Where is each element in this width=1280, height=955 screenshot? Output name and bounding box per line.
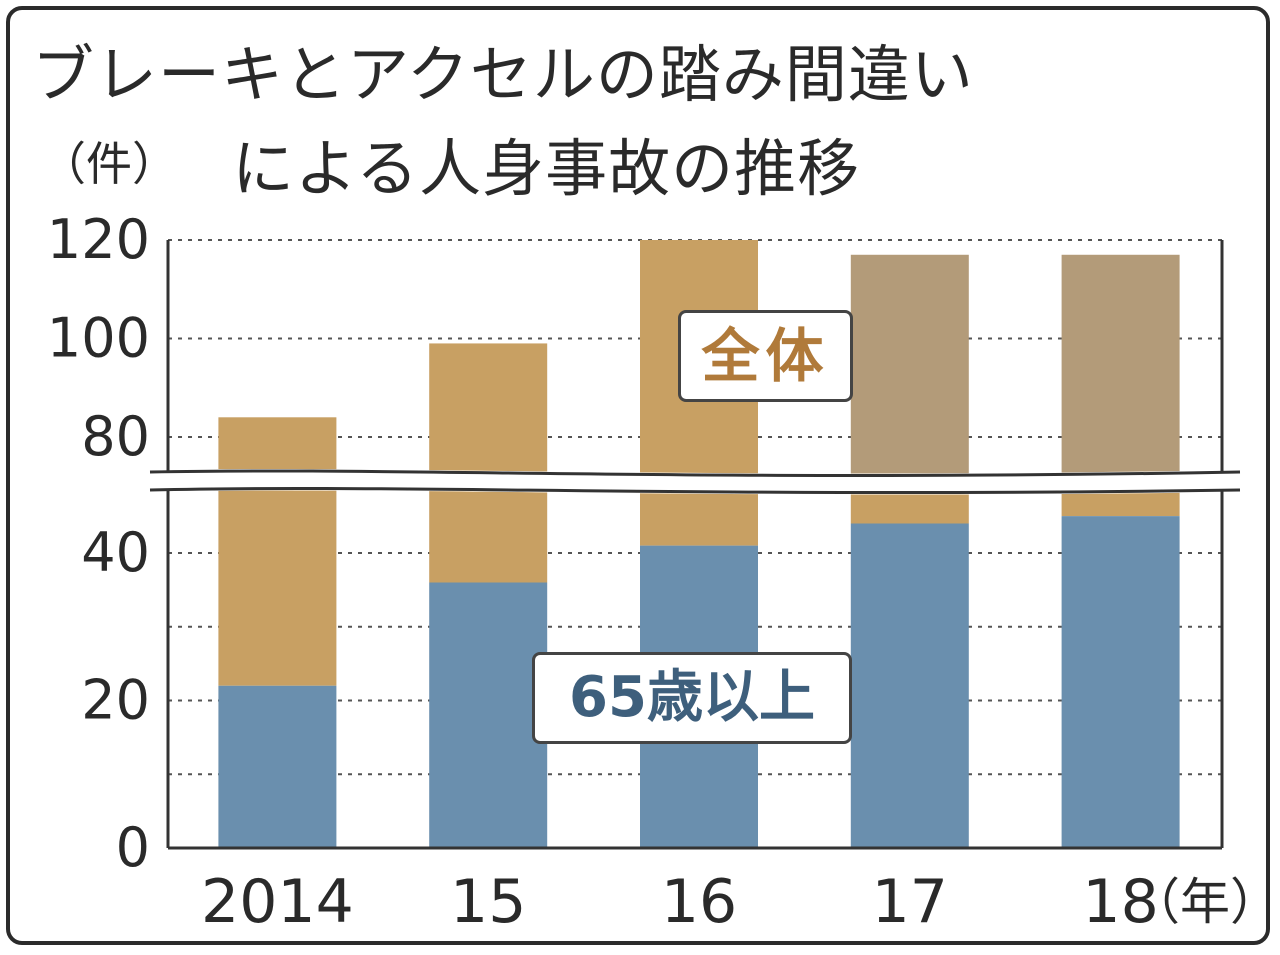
axis-break-line-bottom xyxy=(149,486,1241,495)
x-tick-label-2014: 2014 xyxy=(201,867,354,937)
chart-title-line2: による人身事故の推移 xyxy=(232,132,861,205)
x-tick-label-18: 18 xyxy=(1082,867,1158,937)
y-tick-label-20: 20 xyxy=(81,669,150,732)
x-tick-label-15: 15 xyxy=(450,867,526,937)
y-tick-label-40: 40 xyxy=(81,521,150,584)
bar-total-upper-18 xyxy=(1061,254,1180,476)
bar-total-upper-17 xyxy=(850,254,969,476)
series-label-total: 全体 xyxy=(678,310,853,402)
bar-senior-15 xyxy=(429,582,548,848)
chart-title-line1: ブレーキとアクセルの踏み間違い xyxy=(32,38,974,111)
y-axis-unit: （件） xyxy=(40,137,178,191)
x-axis-unit: （年） xyxy=(1130,873,1280,931)
bar-total-lower-15 xyxy=(429,478,548,583)
bar-senior-2014 xyxy=(218,685,337,848)
y-tick-label-80: 80 xyxy=(81,405,150,468)
bar-total-upper-15 xyxy=(429,343,548,476)
axis-break-line-top xyxy=(149,469,1241,478)
bar-senior-18 xyxy=(1061,516,1180,848)
y-tick-label-120: 120 xyxy=(47,208,150,271)
y-tick-label-0: 0 xyxy=(116,816,150,879)
series-label-senior: 65歳以上 xyxy=(532,652,852,744)
x-tick-label-16: 16 xyxy=(661,867,737,937)
bar-total-lower-2014 xyxy=(218,478,337,686)
bar-senior-17 xyxy=(850,523,969,848)
y-tick-label-100: 100 xyxy=(47,307,150,370)
x-tick-label-17: 17 xyxy=(872,867,948,937)
bar-total-upper-2014 xyxy=(218,417,337,476)
